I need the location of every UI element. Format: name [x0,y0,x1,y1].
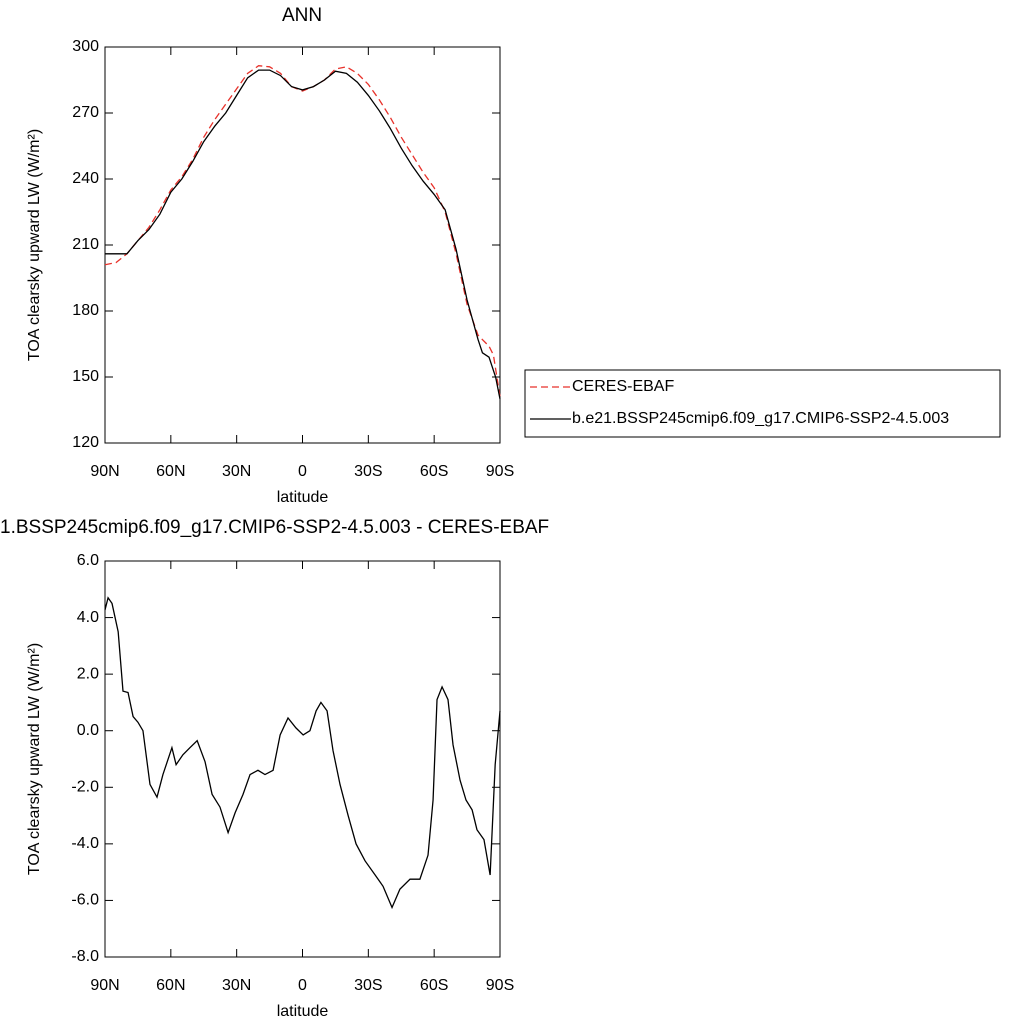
x-tick-label: 90N [90,977,119,994]
y-tick-label: 2.0 [77,665,99,682]
y-tick-label: -6.0 [71,892,99,909]
x-tick-label: 30S [354,977,382,994]
y-tick-label: 6.0 [77,552,99,569]
x-tick-label: 90S [486,977,514,994]
x-tick-label: 30N [222,977,251,994]
legend-label: CERES-EBAF [572,378,674,395]
plot-frame [104,560,501,958]
y-tick-label: 210 [72,236,99,253]
plot-frame [104,46,501,444]
x-tick-label: 30S [354,463,382,480]
x-tick-label: 60N [156,463,185,480]
y-axis-label: TOA clearsky upward LW (W/m²) [26,643,43,875]
y-tick-label: 180 [72,302,99,319]
x-tick-label: 90N [90,463,119,480]
chart-title: ANN [282,5,322,26]
y-tick-label: 0.0 [77,722,99,739]
y-tick-label: -4.0 [71,835,99,852]
y-tick-label: 240 [72,170,99,187]
data-line [104,596,501,910]
y-tick-label: 4.0 [77,609,99,626]
y-tick-label: 150 [72,368,99,385]
y-axis-label: TOA clearsky upward LW (W/m²) [26,129,43,361]
x-tick-label: 0 [298,463,307,480]
data-line [105,69,501,400]
x-tick-label: 90S [486,463,514,480]
y-tick-label: 120 [72,434,99,451]
y-tick-label: 270 [72,104,99,121]
x-tick-label: 30N [222,463,251,480]
x-axis-label: latitude [277,1003,329,1020]
x-tick-label: 0 [298,977,307,994]
y-tick-label: 300 [72,38,99,55]
x-tick-label: 60S [420,977,448,994]
legend-label: b.e21.BSSP245cmip6.f09_g17.CMIP6-SSP2-4.… [572,410,949,427]
x-tick-label: 60N [156,977,185,994]
y-tick-label: -8.0 [71,948,99,965]
y-tick-label: -2.0 [71,779,99,796]
x-tick-label: 60S [420,463,448,480]
data-line [104,65,501,397]
x-axis-label: latitude [277,489,329,506]
legend-box [524,369,1001,438]
chart-title: 1.BSSP245cmip6.f09_g17.CMIP6-SSP2-4.5.00… [0,517,549,538]
